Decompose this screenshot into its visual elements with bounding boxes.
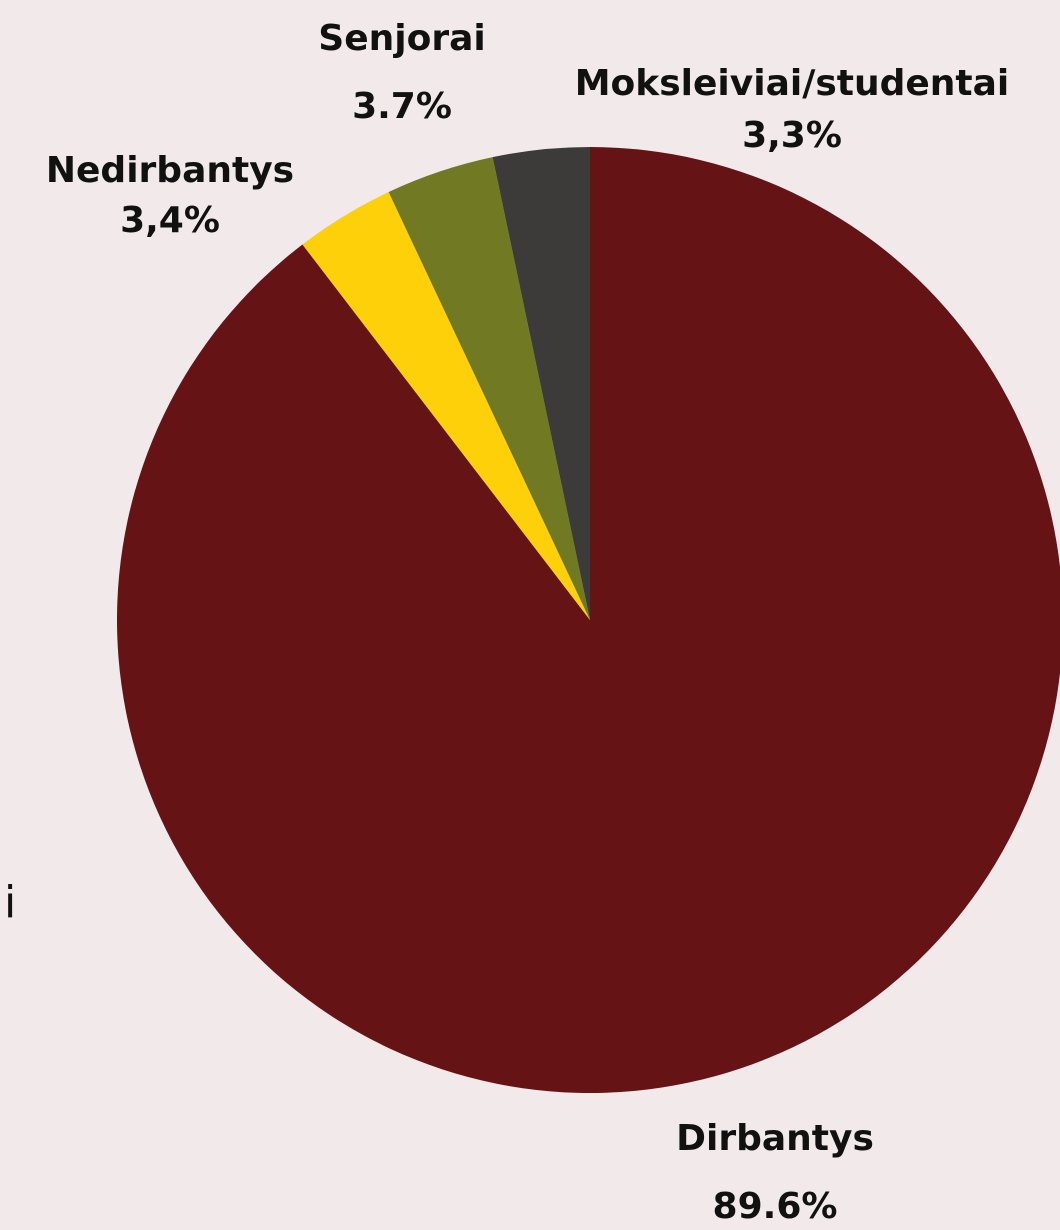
pie-slice: [388, 157, 590, 620]
slice-label: Nedirbantys: [46, 150, 294, 191]
slice-label: Dirbantys: [676, 1118, 874, 1159]
value-label: 3,4%: [120, 200, 220, 241]
value-label: 89.6%: [713, 1186, 838, 1227]
value-label: 3,3%: [742, 115, 842, 156]
slice-label: Senjorai: [318, 18, 485, 59]
value-label: 3.7%: [352, 86, 452, 127]
pie-slice: [302, 192, 590, 621]
pie-slice: [117, 147, 1060, 1093]
pie-slice: [492, 147, 590, 620]
slice-label: Moksleiviai/studentai: [575, 63, 1010, 104]
annotation: i: [4, 877, 16, 928]
